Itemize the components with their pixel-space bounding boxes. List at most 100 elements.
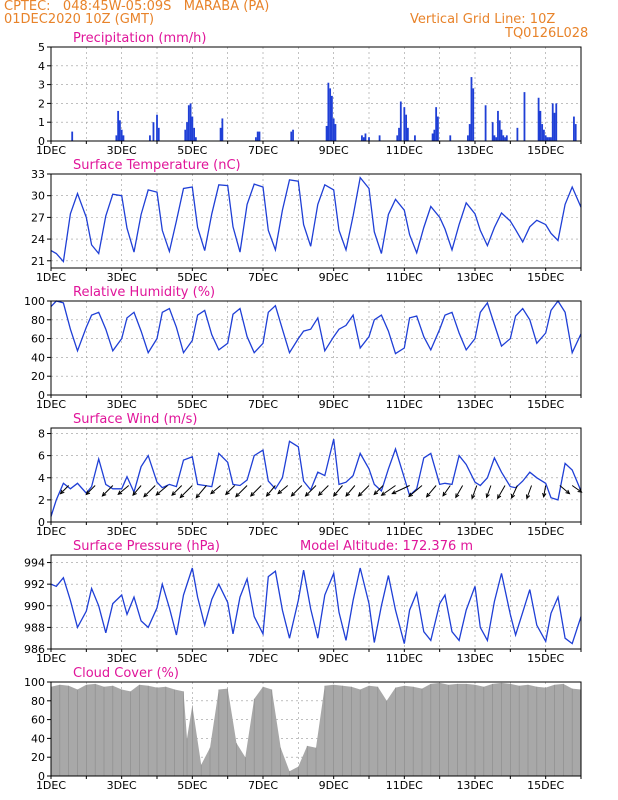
y-tick-label: 24 (31, 233, 45, 246)
y-tick-label: 2 (38, 97, 45, 110)
precip-bar (258, 131, 261, 141)
wind-arrow-shaft (497, 485, 506, 499)
precip-bar (362, 137, 365, 141)
precip-bar (574, 124, 577, 141)
x-tick-label: 5DEC (177, 144, 207, 157)
panel-title-cloud: Cloud Cover (%) (73, 666, 179, 681)
x-tick-label: 3DEC (107, 144, 137, 157)
y-tick-label: 20 (31, 370, 45, 383)
station-header: CPTEC: 048:45W-05:09S MARABA (PA) (4, 0, 270, 14)
wind-arrow (210, 485, 221, 495)
wind-arrow (559, 485, 571, 495)
wind-arrow-head (59, 489, 65, 495)
y-tick-label: 992 (24, 578, 45, 591)
x-tick-label: 11DEC (386, 144, 423, 157)
wind-arrow-head (195, 493, 201, 499)
panel-frame (50, 554, 582, 650)
wind-arrow-shaft (250, 485, 262, 497)
y-tick-label: 21 (31, 255, 45, 268)
x-tick-label: 15DEC (527, 398, 564, 411)
wind-arrow (225, 485, 236, 496)
precip-bar (548, 137, 551, 141)
y-tick-label: 20 (31, 751, 45, 764)
y-tick-label: 3 (38, 79, 45, 92)
panel-title-temp: Surface Temperature (nC) (73, 158, 241, 173)
wind-arrow (373, 485, 384, 496)
wind-arrow-head (225, 490, 230, 496)
wind-arrow-head (425, 492, 431, 498)
precip-bar (449, 135, 452, 141)
wind-arrow-head (408, 492, 413, 498)
x-tick-label: 1DEC (36, 144, 66, 157)
wind-arrow-head (485, 493, 490, 499)
x-tick-label: 15DEC (527, 144, 564, 157)
wind-arrow (455, 485, 464, 499)
y-tick-label: 0 (38, 516, 45, 529)
precip-bar (414, 135, 416, 141)
wind-arrow (235, 485, 248, 498)
wind-arrow (304, 485, 317, 497)
wind-arrow (101, 485, 114, 497)
x-tick-label: 11DEC (386, 271, 423, 284)
precip-bar (191, 116, 194, 141)
wind-arrow-head (277, 489, 283, 495)
x-tick-label: 1DEC (36, 525, 66, 538)
x-tick-label: 7DEC (248, 398, 278, 411)
wind-arrow-head (210, 489, 215, 495)
wind-arrow-shaft (171, 485, 183, 496)
x-tick-label: 9DEC (319, 525, 349, 538)
y-tick-label: 33 (31, 168, 45, 181)
x-tick-label: 11DEC (386, 525, 423, 538)
panel-title-pres: Surface Pressure (hPa) (73, 539, 220, 554)
wind-arrow-head (497, 494, 502, 500)
wind-arrow-head (357, 492, 363, 497)
wind-arrow-shaft (471, 485, 478, 499)
wind-arrow-shaft (381, 485, 396, 496)
wind-arrow-shaft (358, 485, 370, 497)
precip-bar (290, 131, 293, 141)
y-tick-label: 30 (31, 190, 45, 203)
y-tick-label: 100 (24, 295, 45, 308)
x-tick-label: 13DEC (456, 525, 493, 538)
wind-arrow-head (132, 491, 137, 497)
wind-arrow (391, 485, 410, 495)
y-tick-label: 5 (38, 41, 45, 54)
precip-bar (433, 129, 436, 141)
wind-arrow (277, 485, 289, 495)
wind-arrow (345, 485, 356, 497)
precip-bar (189, 103, 192, 141)
precip-bar (334, 124, 337, 141)
wind-arrow (571, 485, 583, 493)
wind-arrow (132, 485, 142, 497)
x-tick-label: 15DEC (527, 271, 564, 284)
wind-arrow-shaft (392, 485, 410, 495)
wind-series-line (50, 438, 582, 517)
wind-arrow-shaft (132, 485, 142, 496)
wind-arrow (332, 485, 343, 497)
precip-bar (361, 135, 363, 141)
precip-bar (120, 129, 123, 141)
x-tick-label: 15DEC (527, 779, 564, 792)
wind-arrow-shaft (235, 485, 248, 498)
wind-arrow (117, 485, 130, 496)
precip-bar (504, 137, 506, 141)
x-tick-label: 1DEC (36, 779, 66, 792)
wind-arrow (290, 485, 303, 497)
precip-bar (396, 135, 399, 141)
wind-arrow (357, 485, 370, 497)
precip-bar (543, 129, 545, 141)
precip-bar (495, 137, 498, 141)
precip-bar (406, 127, 409, 141)
wind-arrow-shaft (426, 485, 437, 498)
wind-arrow-shaft (117, 485, 130, 495)
x-tick-label: 3DEC (107, 652, 137, 665)
x-tick-label: 9DEC (319, 398, 349, 411)
precip-bar (329, 88, 332, 141)
precip-bar (325, 125, 328, 141)
wind-arrow-head (304, 492, 310, 497)
x-tick-label: 9DEC (319, 271, 349, 284)
precip-bar (544, 135, 547, 141)
precip-bar (470, 77, 473, 141)
wind-arrow-shaft (305, 485, 317, 497)
wind-arrow (525, 485, 533, 500)
